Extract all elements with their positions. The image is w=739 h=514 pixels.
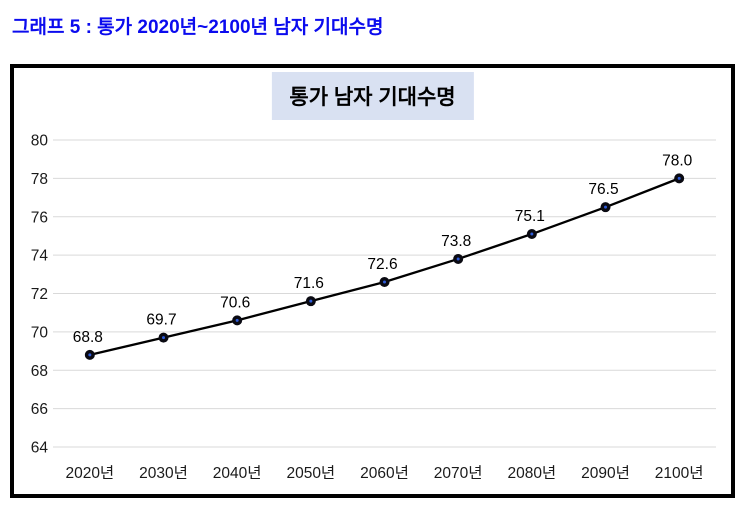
data-point-marker-center xyxy=(383,280,386,284)
x-tick-label: 2090년 xyxy=(581,464,630,482)
x-tick-label: 2060년 xyxy=(360,464,409,482)
y-tick-label: 66 xyxy=(31,401,48,418)
data-point-label: 70.6 xyxy=(220,294,250,311)
data-point-label: 73.8 xyxy=(441,233,471,250)
x-tick-label: 2020년 xyxy=(65,464,114,482)
data-point-label: 71.6 xyxy=(294,275,324,292)
x-tick-label: 2050년 xyxy=(286,464,335,482)
data-point-label: 72.6 xyxy=(367,256,397,273)
x-tick-label: 2030년 xyxy=(139,464,188,482)
chart-title: 통가 남자 기대수명 xyxy=(271,72,474,120)
data-point-marker-center xyxy=(530,232,534,236)
x-tick-label: 2070년 xyxy=(434,464,483,482)
y-tick-label: 80 xyxy=(31,133,49,150)
data-point-marker-center xyxy=(677,176,681,180)
data-point-marker-center xyxy=(456,257,460,261)
x-tick-label: 2100년 xyxy=(655,464,704,482)
data-point-marker-center xyxy=(604,205,607,209)
x-tick-label: 2080년 xyxy=(507,464,556,482)
page-title: 그래프 5 : 통가 2020년~2100년 남자 기대수명 xyxy=(12,17,384,38)
data-point-label: 68.8 xyxy=(73,329,103,346)
y-tick-label: 70 xyxy=(31,324,49,341)
y-tick-label: 72 xyxy=(31,286,48,303)
data-point-label: 75.1 xyxy=(515,208,545,225)
data-point-marker-center xyxy=(235,318,239,322)
y-tick-label: 78 xyxy=(31,171,48,188)
y-tick-label: 68 xyxy=(31,363,48,380)
data-point-marker-center xyxy=(309,299,313,303)
y-tick-label: 64 xyxy=(31,440,49,457)
chart-container: 통가 남자 기대수명 64 66 68 70 72 74 76 78 80 2020년 2030년 2… xyxy=(10,64,735,498)
data-point-label: 76.5 xyxy=(588,181,618,198)
data-point-label: 78.0 xyxy=(662,152,693,169)
y-tick-label: 76 xyxy=(31,209,48,226)
y-tick-label: 74 xyxy=(31,248,49,265)
data-point-label: 69.7 xyxy=(146,312,176,329)
line-chart: 64 66 68 70 72 74 76 78 80 2020년 2030년 2040년 2050년 20… xyxy=(31,133,716,482)
x-tick-label: 2040년 xyxy=(213,464,262,482)
data-point-marker-center xyxy=(88,353,92,357)
data-point-marker-center xyxy=(162,336,165,340)
